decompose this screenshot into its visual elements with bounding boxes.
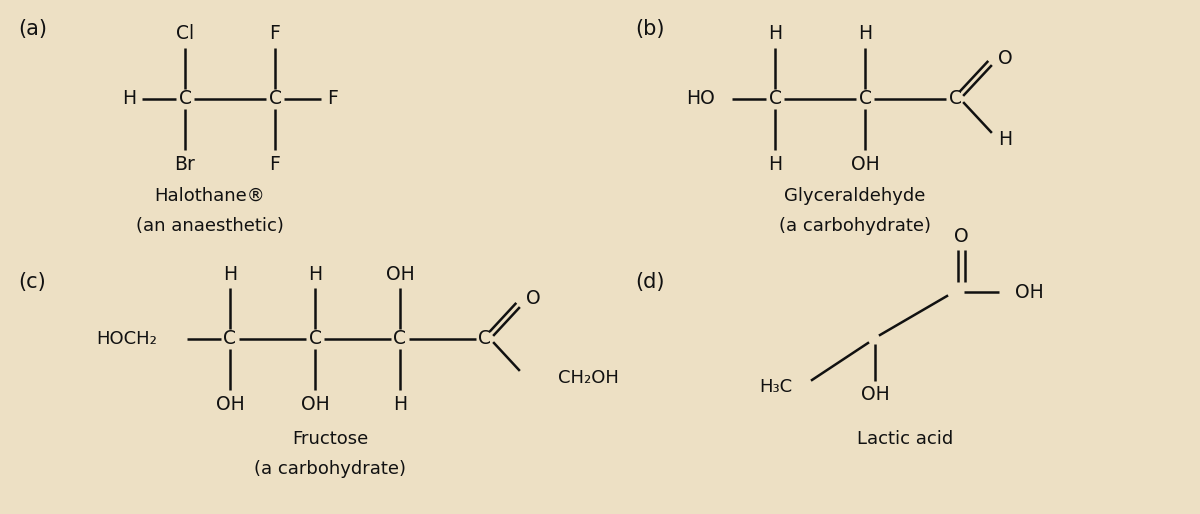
Text: H₃C: H₃C (758, 378, 792, 396)
Text: H: H (223, 265, 238, 284)
Text: OH: OH (385, 265, 414, 284)
Text: C: C (858, 89, 871, 108)
Text: H: H (858, 25, 872, 44)
Text: C: C (768, 89, 781, 108)
Text: CH₂OH: CH₂OH (558, 369, 619, 387)
Text: (c): (c) (18, 272, 46, 292)
Text: H: H (768, 25, 782, 44)
Text: (an anaesthetic): (an anaesthetic) (136, 217, 284, 235)
Text: C: C (269, 89, 282, 108)
Text: O: O (997, 48, 1013, 67)
Text: HO: HO (686, 89, 715, 108)
Text: H: H (122, 89, 136, 108)
Text: OH: OH (851, 155, 880, 174)
Text: (a carbohydrate): (a carbohydrate) (779, 217, 931, 235)
Text: H: H (308, 265, 322, 284)
Text: Fructose: Fructose (292, 430, 368, 448)
Text: C: C (479, 329, 492, 348)
Text: HOCH₂: HOCH₂ (96, 330, 157, 348)
Text: C: C (394, 329, 407, 348)
Text: (d): (d) (635, 272, 665, 292)
Text: Cl: Cl (176, 25, 194, 44)
Text: C: C (223, 329, 236, 348)
Text: Halothane®: Halothane® (155, 187, 265, 205)
Text: H: H (998, 131, 1012, 150)
Text: F: F (270, 155, 281, 174)
Text: F: F (328, 89, 338, 108)
Text: (a): (a) (18, 19, 47, 39)
Text: Lactic acid: Lactic acid (857, 430, 953, 448)
Text: O: O (526, 289, 540, 308)
Text: H: H (392, 395, 407, 413)
Text: C: C (179, 89, 192, 108)
Text: (a carbohydrate): (a carbohydrate) (254, 460, 406, 478)
Text: Br: Br (174, 155, 196, 174)
Text: C: C (948, 89, 961, 108)
Text: O: O (954, 228, 968, 247)
Text: OH: OH (1015, 283, 1044, 302)
Text: H: H (768, 155, 782, 174)
Text: Glyceraldehyde: Glyceraldehyde (785, 187, 925, 205)
Text: (b): (b) (635, 19, 665, 39)
Text: OH: OH (301, 395, 329, 413)
Text: OH: OH (860, 386, 889, 405)
Text: C: C (308, 329, 322, 348)
Text: OH: OH (216, 395, 245, 413)
Text: F: F (270, 25, 281, 44)
